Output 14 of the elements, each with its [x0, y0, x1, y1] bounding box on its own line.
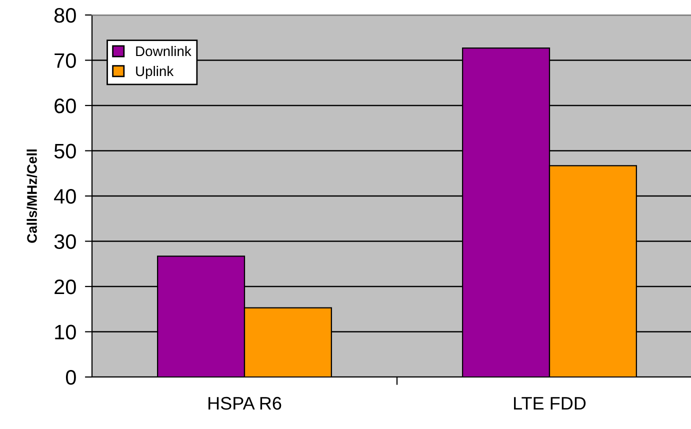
x-tick-label: HSPA R6: [208, 396, 282, 410]
legend-label: Uplink: [136, 66, 174, 79]
legend-label: Downlink: [136, 46, 192, 56]
y-tick-label: 0: [66, 370, 76, 385]
y-tick-label: 70: [54, 53, 76, 68]
x-tick-label: LTE FDD: [514, 397, 586, 410]
y-tick-label: 40: [54, 189, 76, 204]
y-tick-label: 30: [54, 234, 76, 250]
y-tick-label: 80: [54, 8, 76, 23]
y-axis-title: Calls/MHz/Cell: [26, 150, 38, 243]
y-tick-label: 50: [54, 144, 76, 159]
y-tick-label: 20: [54, 280, 76, 294]
y-tick-label: 10: [55, 324, 76, 340]
y-tick-label: 60: [54, 98, 76, 114]
